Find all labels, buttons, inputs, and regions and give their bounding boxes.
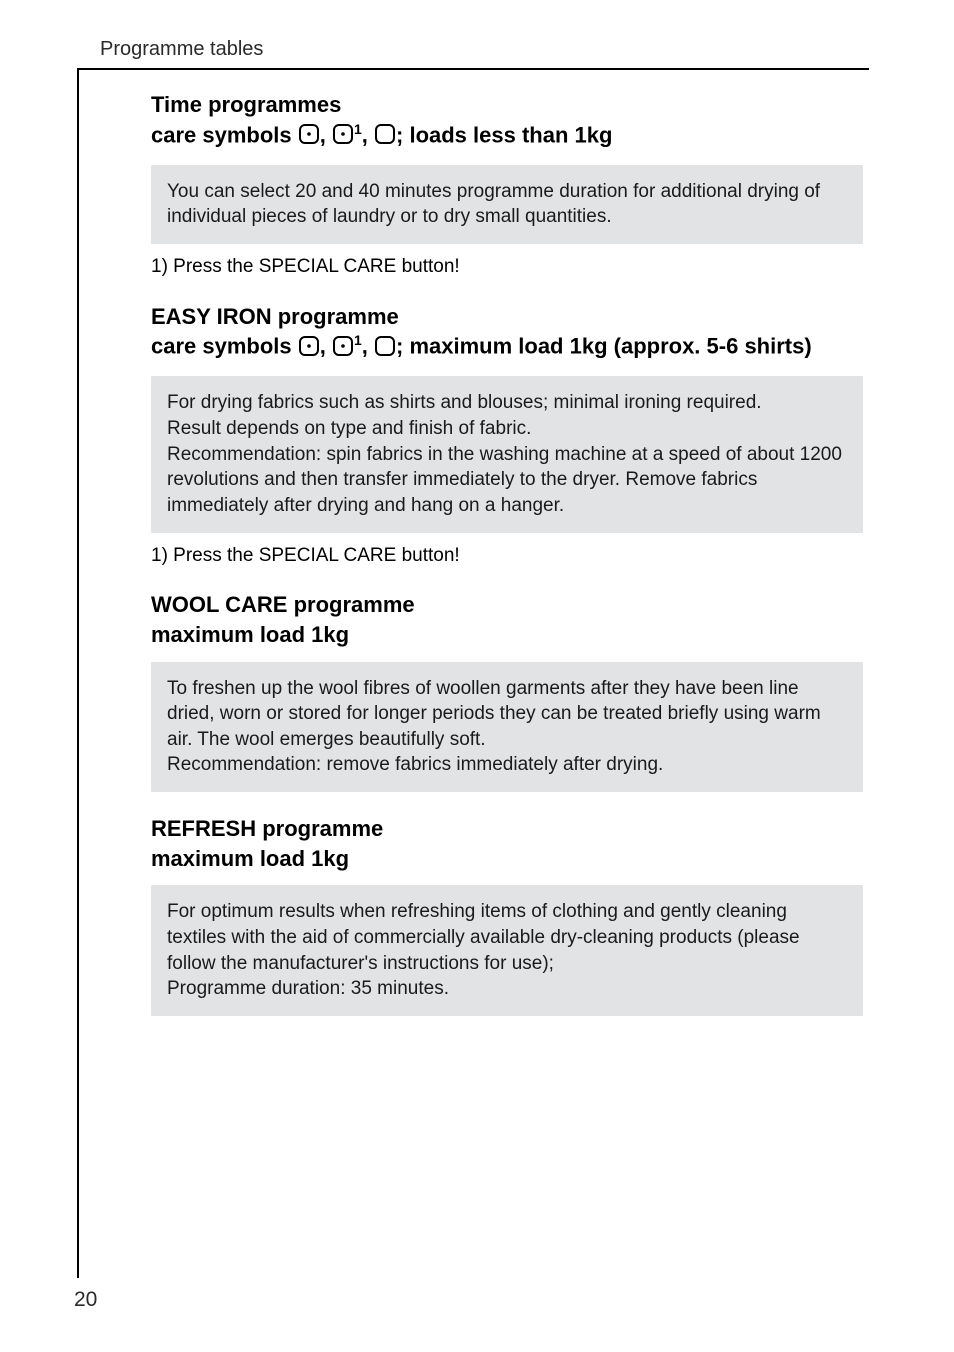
title-line1: EASY IRON programme (151, 304, 399, 329)
section-title: WOOL CARE programme maximum load 1kg (151, 590, 863, 649)
care-symbol-box-dot-sup-icon (332, 335, 354, 365)
care-symbol-box-dot-sup-icon (332, 123, 354, 153)
comma-sep: , (320, 334, 332, 359)
comma-sep: , (362, 334, 374, 359)
title-prefix: care symbols (151, 122, 298, 147)
content-area: Time programmes care symbols , 1, ; load… (151, 90, 863, 1038)
care-symbol-box-empty-icon (374, 123, 396, 153)
section-title: EASY IRON programme care symbols , 1, ; … (151, 302, 863, 365)
superscript: 1 (354, 121, 362, 137)
frame-vertical-rule (77, 68, 79, 1278)
title-line1: WOOL CARE programme (151, 592, 415, 617)
document-page: Programme tables Time programmes care sy… (0, 0, 954, 1352)
section-time-programmes: Time programmes care symbols , 1, ; load… (151, 90, 863, 280)
care-symbol-box-dot-icon (298, 335, 320, 365)
section-wool-care: WOOL CARE programme maximum load 1kg To … (151, 590, 863, 792)
care-symbol-box-dot-icon (298, 123, 320, 153)
title-line1: Time programmes (151, 92, 341, 117)
care-symbol-box-empty-icon (374, 335, 396, 365)
title-line2: maximum load 1kg (151, 846, 349, 871)
running-head: Programme tables (100, 38, 263, 61)
title-suffix: ; loads less than 1kg (396, 122, 612, 147)
page-number: 20 (74, 1288, 97, 1312)
section-easy-iron: EASY IRON programme care symbols , 1, ; … (151, 302, 863, 569)
footnote: 1) Press the SPECIAL CARE button! (151, 543, 863, 569)
section-title: Time programmes care symbols , 1, ; load… (151, 90, 863, 153)
comma-sep: , (320, 122, 332, 147)
info-box: To freshen up the wool fibres of woollen… (151, 662, 863, 793)
footnote: 1) Press the SPECIAL CARE button! (151, 254, 863, 280)
title-line2: maximum load 1kg (151, 622, 349, 647)
info-box: For optimum results when refreshing item… (151, 885, 863, 1016)
comma-sep: , (362, 122, 374, 147)
title-prefix: care symbols (151, 334, 298, 359)
superscript: 1 (354, 332, 362, 348)
section-refresh: REFRESH programme maximum load 1kg For o… (151, 814, 863, 1016)
title-line1: REFRESH programme (151, 816, 383, 841)
info-box: You can select 20 and 40 minutes program… (151, 165, 863, 244)
section-title: REFRESH programme maximum load 1kg (151, 814, 863, 873)
frame-horizontal-rule (77, 68, 869, 70)
title-suffix: ; maximum load 1kg (approx. 5-6 shirts) (396, 334, 812, 359)
info-box: For drying fabrics such as shirts and bl… (151, 376, 863, 532)
